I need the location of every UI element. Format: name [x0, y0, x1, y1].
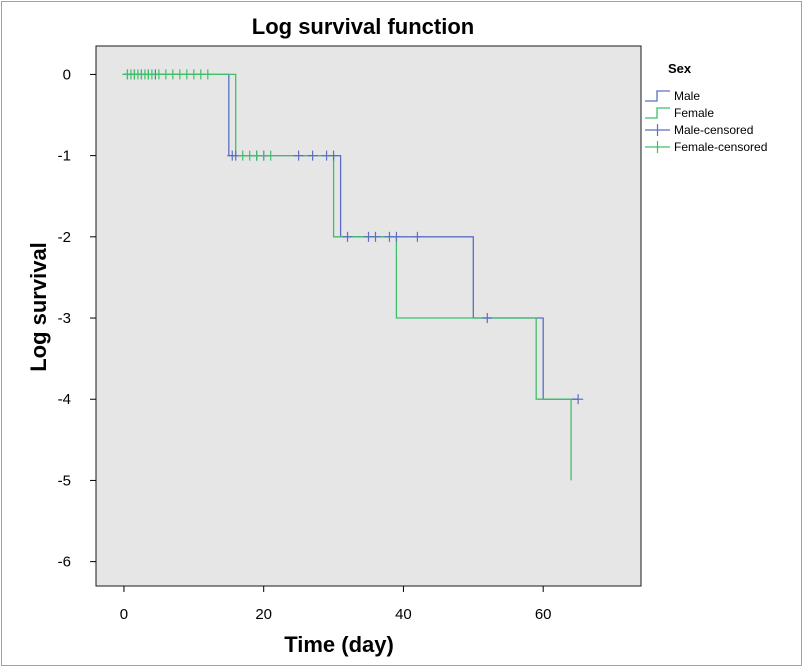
male-censored-marker	[307, 150, 318, 161]
y-tick-label: -2	[58, 229, 71, 246]
male-censored-marker	[328, 150, 339, 161]
chart-title: Log survival function	[252, 14, 474, 39]
legend-label: Female	[674, 106, 714, 120]
x-tick-label: 40	[395, 606, 412, 623]
plot-area	[95, 45, 642, 587]
male-censored-marker	[370, 231, 381, 242]
male-censored-marker	[293, 150, 304, 161]
y-tick-label: -5	[58, 472, 71, 489]
y-tick-label: -4	[58, 391, 71, 408]
y-tick-label: -1	[58, 148, 71, 165]
y-tick-label: 0	[63, 66, 71, 83]
x-axis-label: Time (day)	[284, 632, 394, 657]
female-censored-marker	[202, 69, 213, 80]
legend-label: Female-censored	[674, 140, 767, 154]
legend-label: Male	[674, 89, 700, 103]
male-censored-marker	[573, 394, 584, 405]
censored-markers-layer	[122, 69, 584, 405]
x-tick-label: 0	[120, 606, 128, 623]
male-censored-marker	[482, 313, 493, 324]
legend-item: Female-censored	[645, 140, 767, 154]
series-line-male	[123, 73, 579, 400]
legend-item: Male-censored	[645, 123, 753, 137]
male-censored-marker	[412, 231, 423, 242]
legend-item: Male	[645, 89, 700, 103]
male-censored-marker	[342, 231, 353, 242]
x-tick-label: 20	[255, 606, 272, 623]
y-tick-label: -6	[58, 554, 71, 571]
y-axis: 0 -1 -2 -3 -4 -5 -6	[58, 66, 96, 571]
x-tick-label: 60	[535, 606, 552, 623]
y-tick-label: -3	[58, 310, 71, 327]
y-axis-label: Log survival	[26, 242, 51, 372]
legend-title: Sex	[668, 61, 692, 76]
legend: Sex Male Female Male-censored Female-censor…	[645, 61, 767, 154]
male-censored-marker	[391, 231, 402, 242]
legend-item: Female	[645, 106, 714, 120]
female-censored-marker	[265, 150, 276, 161]
legend-label: Male-censored	[674, 123, 753, 137]
x-axis: 0 20 40 60	[120, 586, 552, 623]
